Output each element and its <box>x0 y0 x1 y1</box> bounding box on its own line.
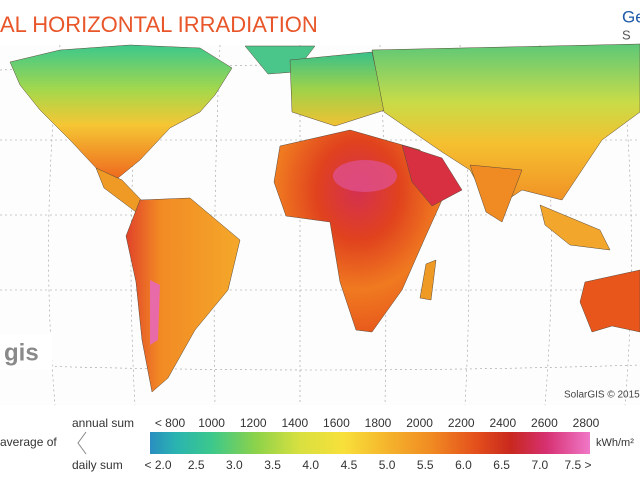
daily-value: 5.5 <box>417 458 434 472</box>
brand-bottom: S O <box>622 27 640 42</box>
annual-value: 1200 <box>240 416 267 430</box>
daily-value: < 2.0 <box>144 458 171 472</box>
annual-value: 1400 <box>281 416 308 430</box>
daily-value: 3.5 <box>264 458 281 472</box>
daily-value: 5.0 <box>379 458 396 472</box>
daily-label: daily sum <box>72 458 123 472</box>
legend-color-bar <box>150 432 590 454</box>
asia <box>371 43 640 211</box>
arabia <box>401 144 463 207</box>
legend-unit: kWh/m² <box>596 437 634 449</box>
brand-top: Ge <box>622 7 640 26</box>
title: AL HORIZONTAL IRRADIATION <box>0 12 318 37</box>
daily-value: 6.0 <box>455 458 472 472</box>
daily-value: 3.0 <box>226 458 243 472</box>
annual-value: 2200 <box>448 416 475 430</box>
legend-labels: < 800 1000 1200 1400 1600 1800 2000 2200 2400 260… <box>144 416 599 472</box>
daily-value: 4.5 <box>341 458 358 472</box>
annual-value: < 800 <box>155 416 186 430</box>
daily-value: 7.0 <box>531 458 548 472</box>
australia <box>579 269 640 333</box>
average-label: average of <box>0 435 57 449</box>
daily-value: 7.5 > <box>564 458 591 472</box>
chevron <box>77 431 87 455</box>
annual-value: 2800 <box>573 416 600 430</box>
annual-value: 1800 <box>365 416 392 430</box>
madagascar <box>419 259 437 301</box>
annual-value: 2400 <box>489 416 516 430</box>
annual-value: 2000 <box>406 416 433 430</box>
daily-value: 2.5 <box>188 458 205 472</box>
annual-value: 1600 <box>323 416 350 430</box>
sahara <box>333 160 397 192</box>
daily-value: 6.5 <box>493 458 510 472</box>
india <box>469 164 523 223</box>
annual-label: annual sum <box>72 416 134 430</box>
annual-value: 1000 <box>198 416 225 430</box>
africa <box>273 129 443 333</box>
daily-value: 4.0 <box>302 458 319 472</box>
north-america <box>9 44 233 179</box>
annual-value: 2600 <box>531 416 558 430</box>
southeast-asia <box>539 204 611 251</box>
andes <box>150 280 160 345</box>
logo-box <box>0 334 52 370</box>
continents <box>9 43 640 393</box>
map-credit: SolarGIS © 2015 <box>564 390 640 401</box>
europe <box>289 51 386 127</box>
map-logo: gis <box>4 339 39 366</box>
south-america <box>125 197 241 393</box>
